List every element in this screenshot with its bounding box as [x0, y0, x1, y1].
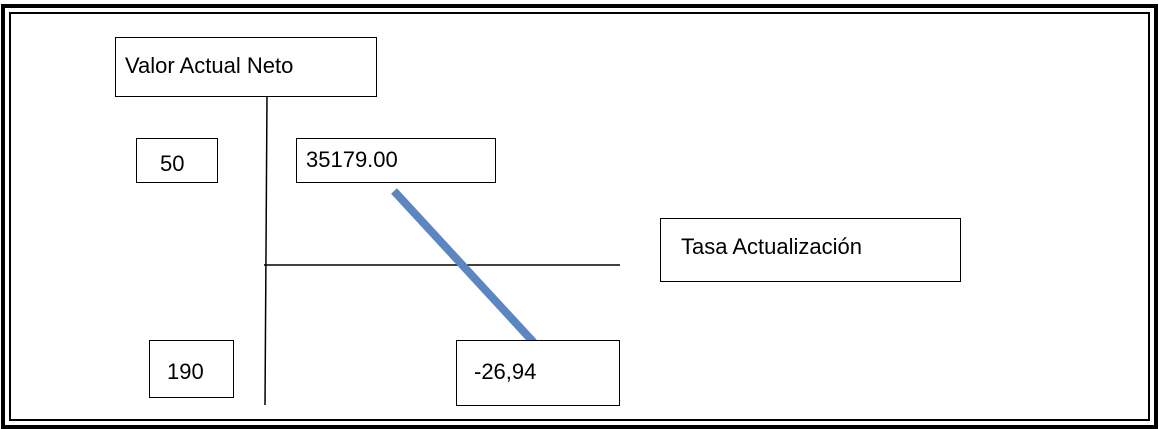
inner-frame: [9, 12, 1150, 421]
title-label: Valor Actual Neto: [125, 53, 294, 78]
vertical-axis-line: [264, 95, 268, 406]
left-bottom-value-box: 190: [149, 340, 234, 398]
left-top-value: 50: [160, 151, 185, 176]
right-top-value-box: 35179.00: [296, 138, 496, 183]
right-top-value: 35179.00: [306, 147, 398, 172]
npv-slope-line: [391, 188, 540, 349]
title-box: Valor Actual Neto: [115, 37, 377, 97]
outer-frame: [1, 4, 1158, 429]
right-bottom-value-box: -26,94: [456, 340, 620, 406]
axis-label: Tasa Actualización: [681, 234, 862, 259]
left-bottom-value: 190: [167, 359, 204, 384]
axis-label-box: Tasa Actualización: [660, 218, 961, 282]
right-bottom-value: -26,94: [474, 359, 537, 384]
left-top-value-box: 50: [136, 138, 218, 183]
